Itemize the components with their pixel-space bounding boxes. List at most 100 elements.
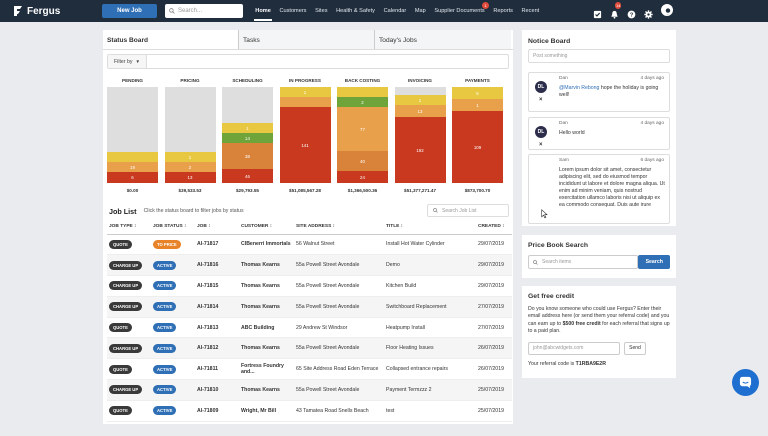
status-segment[interactable]: 38	[222, 143, 273, 169]
customer-link[interactable]: ABC Building	[239, 317, 294, 339]
job-number-link[interactable]: AI-71811	[195, 358, 239, 381]
user-avatar[interactable]	[661, 4, 673, 16]
status-bar[interactable]: 109 1 5	[452, 87, 503, 183]
mention-link[interactable]: @Marvin Rebong	[559, 85, 600, 91]
status-segment[interactable]: 19	[107, 162, 158, 172]
delete-icon[interactable]: ×	[539, 97, 543, 103]
nav-item-supplier-documents[interactable]: Supplier Documents 1	[430, 2, 490, 14]
price-book-search-button[interactable]: Search	[638, 255, 670, 269]
col-created[interactable]: CREATED ↕	[476, 220, 512, 235]
customer-link[interactable]: Thomas Kearns	[239, 254, 294, 277]
job-number-link[interactable]: AI-71813	[195, 317, 239, 339]
bell-icon[interactable]: 14	[610, 1, 622, 19]
status-bar[interactable]: 13 2 1	[164, 87, 216, 183]
status-bar[interactable]: 24 40 77 2	[337, 87, 388, 183]
help-icon[interactable]: ?	[627, 6, 636, 18]
col-site-address[interactable]: SITE ADDRESS ↕	[294, 220, 384, 235]
nav-item-calendar[interactable]: Calendar	[379, 8, 410, 14]
col-job-type[interactable]: JOB TYPE ↕	[107, 220, 151, 235]
nav-item-sites[interactable]: Sites	[311, 8, 332, 14]
gear-icon[interactable]	[644, 6, 653, 19]
customer-link[interactable]: Thomas Kearns	[239, 337, 294, 360]
status-column-pending[interactable]: PENDING 6 19 $0.00	[107, 78, 158, 193]
col-customer[interactable]: CUSTOMER ↕	[239, 220, 294, 235]
nav-item-customers[interactable]: Customers	[275, 8, 311, 14]
table-row[interactable]: CHARGE UP ACTIVE AI-71816 Thomas Kearns 55a …	[107, 254, 512, 277]
status-segment[interactable]: 1	[222, 123, 273, 133]
nav-item-map[interactable]: Map	[411, 8, 430, 14]
customer-link[interactable]: Thomas Kearns	[239, 275, 294, 297]
customer-link[interactable]: Wright, Mr Bill	[239, 400, 294, 422]
customer-link[interactable]: CIBenerri Immortals	[239, 234, 294, 256]
customer-link[interactable]: Fortress Foundry and...	[239, 358, 294, 381]
col-job[interactable]: JOB ↕	[195, 220, 239, 235]
job-number-link[interactable]: AI-71816	[195, 254, 239, 277]
status-segment[interactable]: 13	[164, 172, 216, 183]
status-column-pricing[interactable]: PRICING 13 2 1 $39,533.53	[164, 78, 216, 193]
job-number-link[interactable]: AI-71814	[195, 296, 239, 318]
status-column-in-progress[interactable]: IN PROGRESS 141 1 $51,085,567.28	[279, 78, 331, 193]
fergus-logo[interactable]: Fergus	[12, 5, 102, 17]
status-bar[interactable]: 46 38 14 1	[222, 87, 273, 183]
status-segment[interactable]: 14	[222, 133, 273, 143]
col-job-status[interactable]: JOB STATUS ↕	[151, 220, 195, 235]
filter-by-dropdown[interactable]: Filter by ▼	[108, 55, 147, 68]
customer-link[interactable]: Thomas Kearns	[239, 296, 294, 318]
price-book-search-input[interactable]: Search items	[528, 255, 639, 269]
col-title[interactable]: TITLE ↕	[384, 220, 476, 235]
status-segment[interactable]: 192	[394, 117, 446, 183]
table-row[interactable]: CHARGE UP ACTIVE AI-71815 Thomas Kearns 55a …	[107, 275, 512, 297]
status-segment[interactable]	[337, 87, 388, 97]
referral-email-input[interactable]: john@abcwidgets.com	[528, 341, 620, 355]
table-row[interactable]: CHARGE UP ACTIVE AI-71810 Thomas Kearns 55a …	[107, 379, 512, 401]
job-number-link[interactable]: AI-71810	[195, 379, 239, 401]
table-row[interactable]: QUOTE ACTIVE AI-71811 Fortress Foundry and.…	[107, 358, 512, 381]
table-row[interactable]: QUOTE ACTIVE AI-71813 ABC Building 29 Andrew…	[107, 317, 512, 339]
nav-item-recent[interactable]: Recent	[517, 8, 543, 14]
status-segment[interactable]: 1	[279, 87, 331, 97]
delete-icon[interactable]: ×	[539, 142, 543, 148]
status-column-back-costing[interactable]: BACK COSTING 24 40 77 2 $1,366,500.36	[337, 78, 388, 193]
status-column-payments[interactable]: PAYMENTS 109 1 5 $873,700.70	[452, 78, 503, 193]
job-number-link[interactable]: AI-71817	[195, 234, 239, 256]
status-column-scheduling[interactable]: SCHEDULING 46 38 14 1 $29,793.55	[222, 78, 273, 193]
status-segment[interactable]: 46	[222, 169, 273, 183]
job-list-search-input[interactable]: Search Job List	[427, 204, 509, 217]
table-row[interactable]: CHARGE UP ACTIVE AI-71812 Thomas Kearns 55a …	[107, 337, 512, 360]
customer-link[interactable]: Thomas Kearns	[239, 379, 294, 401]
status-segment[interactable]: 77	[337, 107, 388, 151]
global-search-input[interactable]: Search...	[165, 4, 243, 18]
status-segment[interactable]	[107, 152, 158, 162]
status-segment[interactable]: 2	[337, 97, 388, 107]
nav-item-health-safety[interactable]: Health & Safety	[332, 8, 379, 14]
status-bar[interactable]: 141 1	[279, 87, 331, 183]
job-number-link[interactable]: AI-71812	[195, 337, 239, 360]
status-bar[interactable]: 6 19	[107, 87, 158, 183]
status-segment[interactable]: 6	[107, 172, 158, 183]
table-row[interactable]: CHARGE UP ACTIVE AI-71814 Thomas Kearns 55a …	[107, 296, 512, 318]
nav-item-reports[interactable]: Reports	[489, 8, 517, 14]
checkbox-icon[interactable]	[593, 6, 602, 18]
status-segment[interactable]: 1	[394, 95, 446, 105]
status-segment[interactable]: 24	[337, 171, 388, 183]
chat-launcher-button[interactable]	[732, 369, 759, 396]
table-row[interactable]: QUOTE ACTIVE AI-71809 Wright, Mr Bill 43 Tam…	[107, 400, 512, 422]
status-bar[interactable]: 192 13 1	[394, 87, 446, 183]
status-segment[interactable]: 1	[452, 99, 503, 111]
status-segment[interactable]: 5	[452, 87, 503, 99]
status-segment[interactable]: 109	[452, 111, 503, 183]
tab-tasks[interactable]: Tasks	[239, 30, 375, 49]
tab-status-board[interactable]: Status Board	[103, 30, 239, 49]
status-column-invoicing[interactable]: INVOICING 192 13 1 $51,377,271.47	[394, 78, 446, 193]
table-row[interactable]: QUOTE TO PRICE AI-71817 CIBenerri Immortals…	[107, 234, 512, 256]
new-job-button[interactable]: New Job	[102, 4, 157, 18]
status-segment[interactable]: 141	[279, 107, 331, 183]
tab-todays-jobs[interactable]: Today's Jobs	[375, 30, 511, 49]
job-number-link[interactable]: AI-71815	[195, 275, 239, 297]
nav-item-home[interactable]: Home	[251, 8, 275, 21]
status-segment[interactable]: 1	[164, 152, 216, 162]
status-segment[interactable]: 13	[394, 105, 446, 117]
status-segment[interactable]: 2	[164, 162, 216, 172]
send-referral-button[interactable]: Send	[624, 341, 646, 355]
status-segment[interactable]	[279, 97, 331, 107]
